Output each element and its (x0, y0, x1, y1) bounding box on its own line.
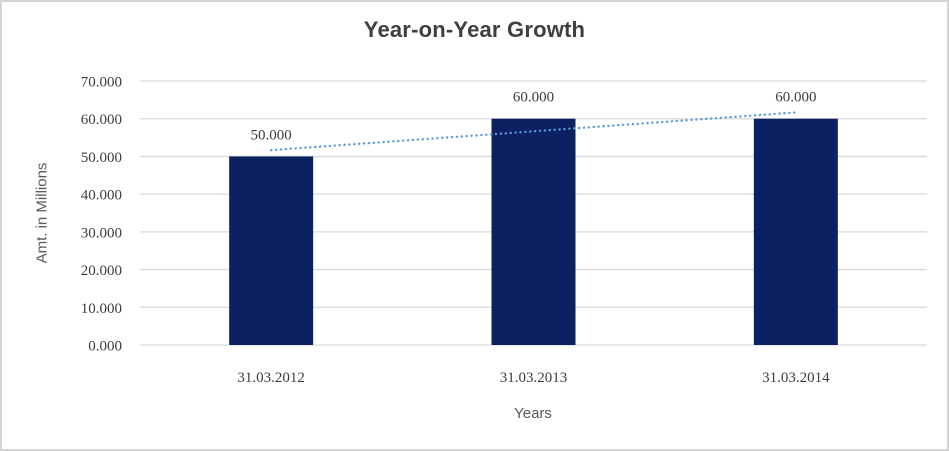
y-tick-label: 30.000 (81, 225, 122, 241)
bar (753, 118, 838, 345)
x-category-label: 31.03.2013 (500, 370, 568, 386)
bar (229, 156, 314, 345)
x-category-label: 31.03.2012 (237, 370, 305, 386)
y-tick-label: 50.000 (81, 150, 122, 166)
data-label: 60.000 (513, 90, 554, 106)
chart-title: Year-on-Year Growth (363, 17, 586, 42)
y-tick-label: 20.000 (81, 263, 122, 279)
data-label: 50.000 (251, 127, 292, 143)
trendline (269, 111, 798, 152)
y-tick-label: 70.000 (81, 75, 122, 91)
y-tick-label: 40.000 (81, 188, 122, 204)
y-tick-label: 0.000 (88, 339, 122, 355)
data-label: 60.000 (775, 90, 816, 106)
y-tick-label: 60.000 (81, 112, 122, 128)
bar (491, 118, 576, 345)
x-category-label: 31.03.2014 (762, 370, 830, 386)
x-axis-title: Years (514, 405, 552, 422)
y-tick-label: 10.000 (81, 301, 122, 317)
